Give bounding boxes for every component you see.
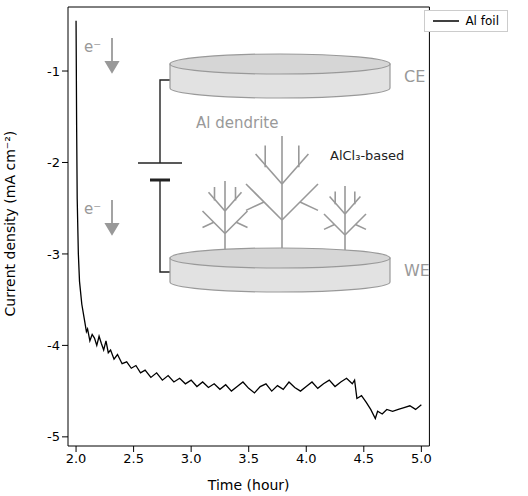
svg-text:4.0: 4.0	[296, 451, 317, 466]
svg-text:4.5: 4.5	[353, 451, 374, 466]
svg-text:3.0: 3.0	[181, 451, 202, 466]
svg-text:5.0: 5.0	[411, 451, 432, 466]
svg-text:WE: WE	[404, 261, 430, 280]
svg-text:2.0: 2.0	[66, 451, 87, 466]
svg-text:e⁻: e⁻	[84, 38, 101, 56]
svg-text:AlCl₃-based: AlCl₃-based	[330, 148, 404, 163]
svg-text:Current density (mA cm⁻²): Current density (mA cm⁻²)	[2, 131, 18, 317]
svg-text:-4: -4	[47, 338, 60, 353]
svg-text:-3: -3	[47, 247, 60, 262]
svg-text:e⁻: e⁻	[84, 200, 101, 218]
svg-text:3.5: 3.5	[238, 451, 259, 466]
svg-text:-2: -2	[47, 155, 60, 170]
svg-text:2.5: 2.5	[123, 451, 144, 466]
svg-text:-1: -1	[47, 64, 60, 79]
svg-text:Al dendrite: Al dendrite	[196, 114, 278, 132]
svg-text:CE: CE	[404, 67, 425, 86]
svg-text:Time (hour): Time (hour)	[207, 477, 290, 493]
html-text:Al foil: Al foil	[465, 14, 499, 28]
svg-text:-5: -5	[47, 429, 60, 444]
